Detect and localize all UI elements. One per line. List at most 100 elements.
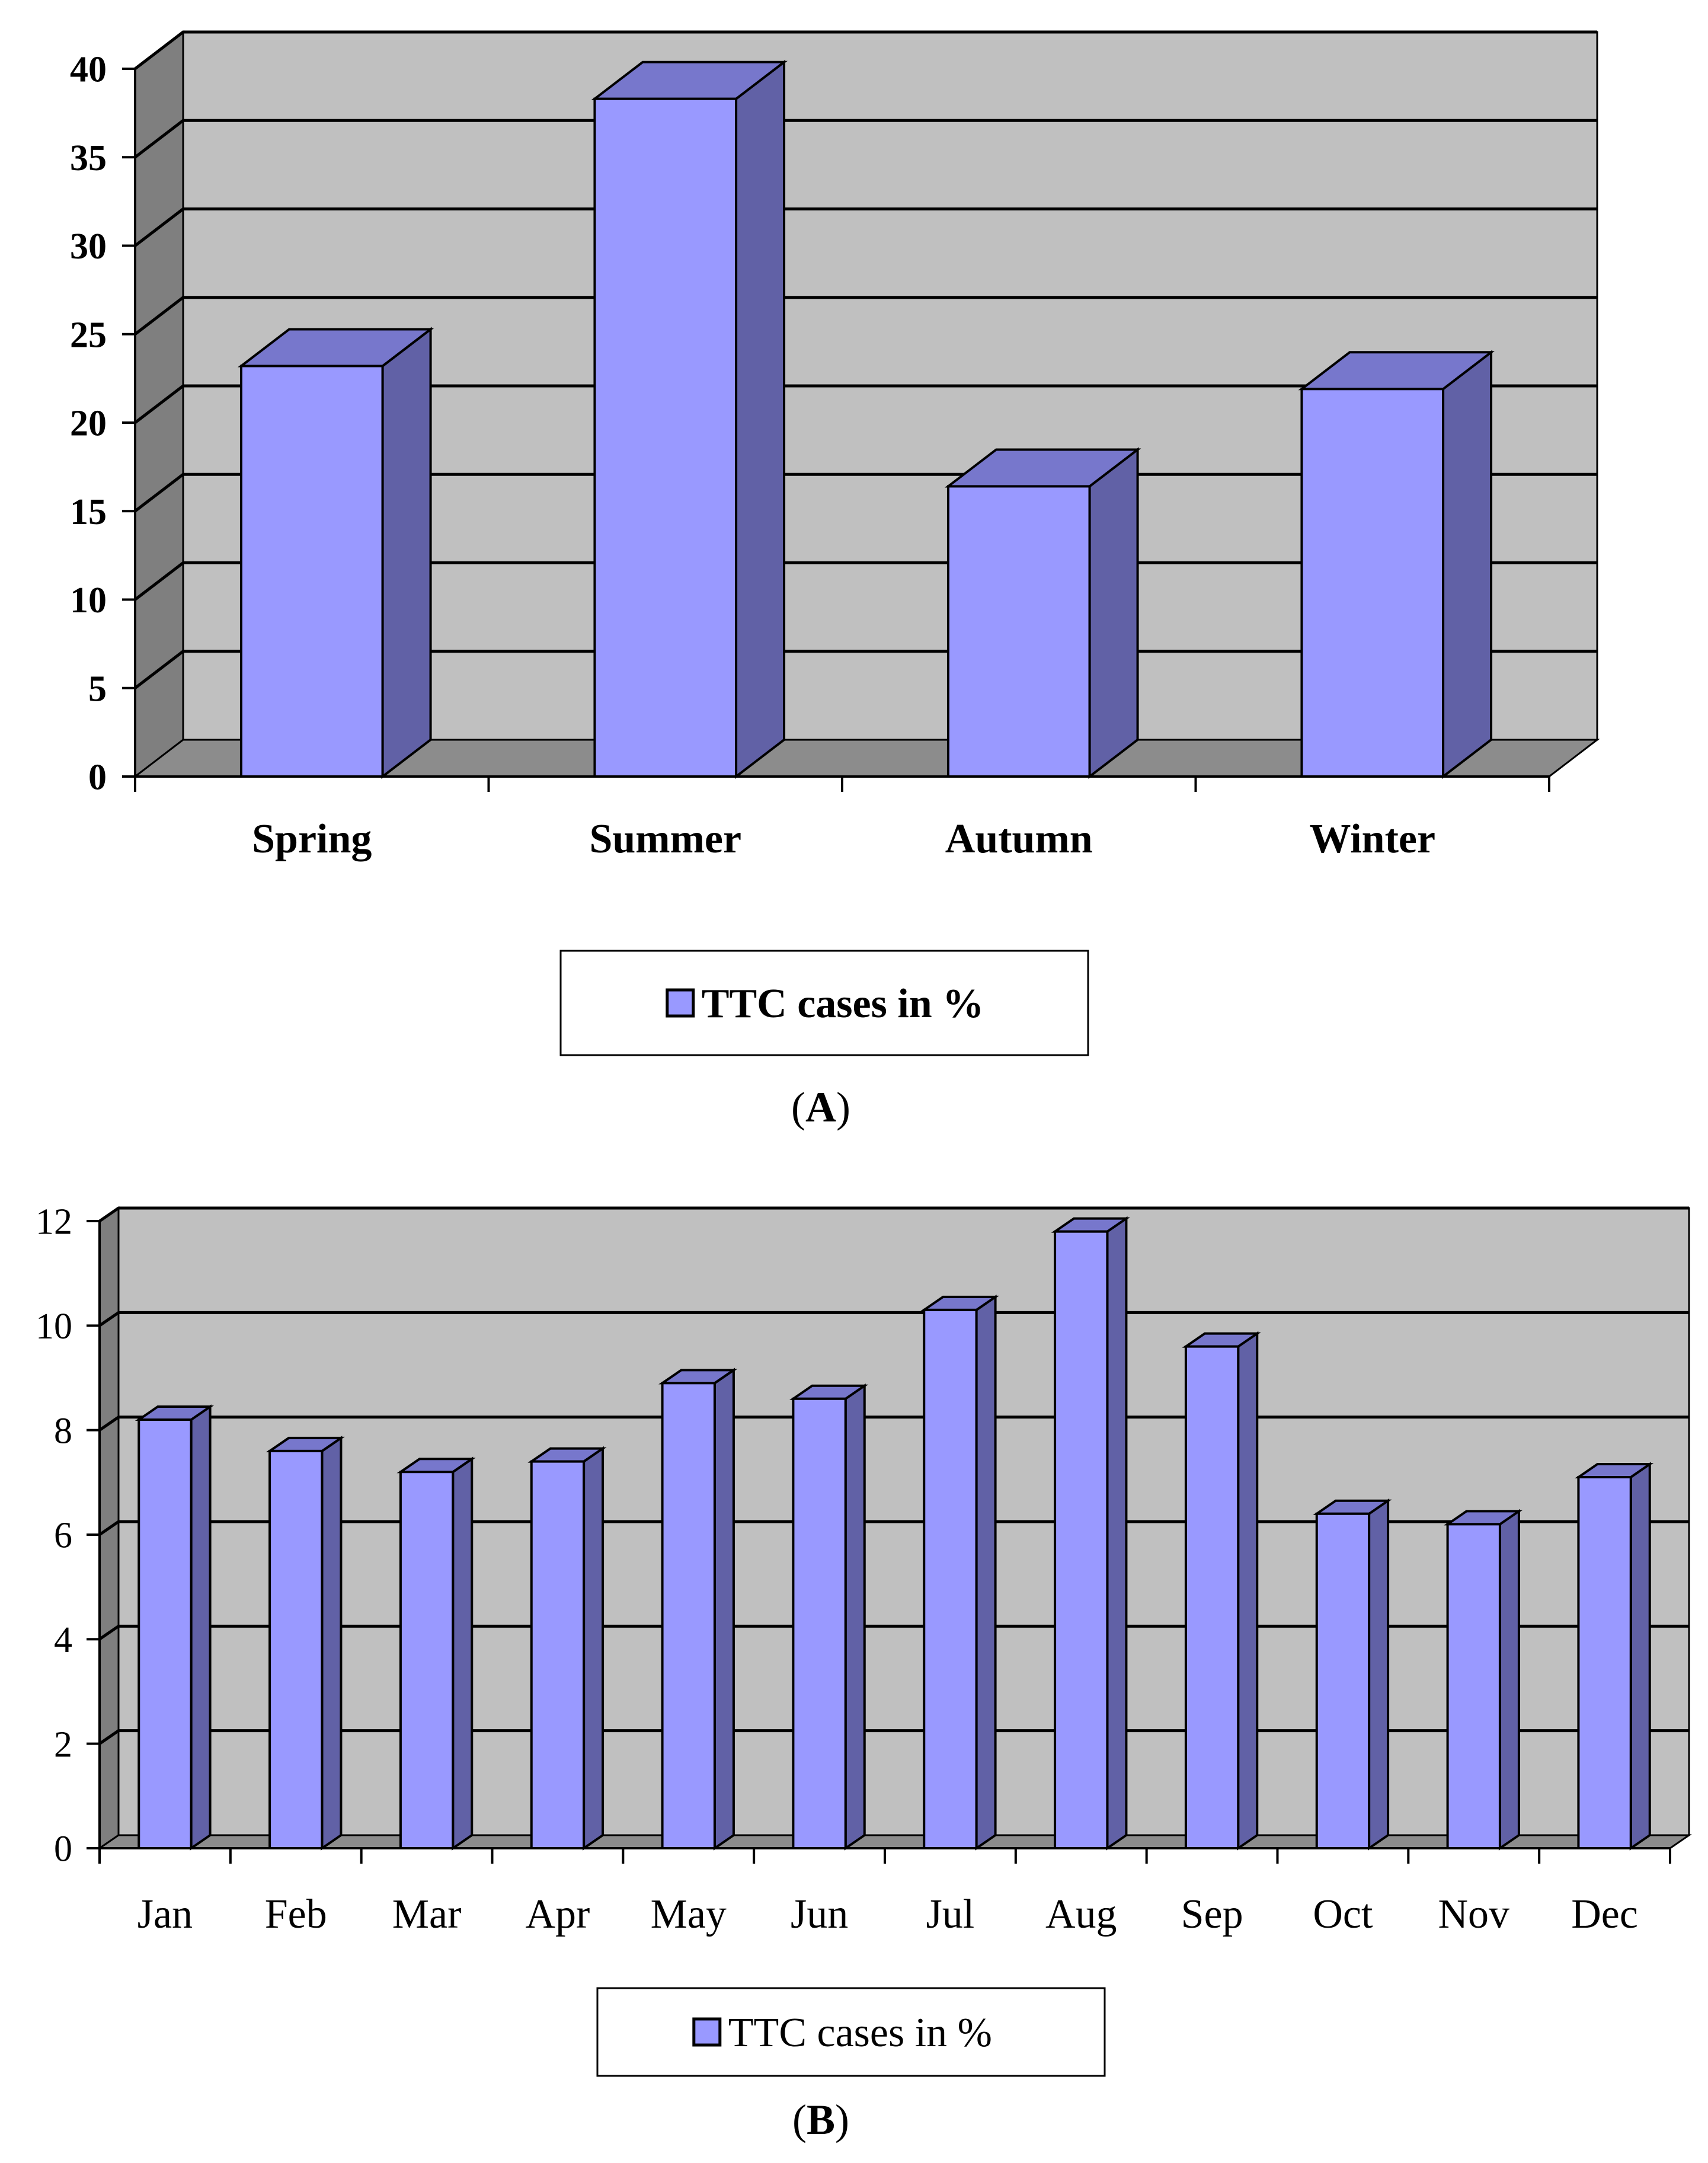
bar-side (844, 1383, 866, 1851)
bar-front (792, 1397, 847, 1849)
bar-side (381, 327, 432, 779)
x-tick-label: Sep (1181, 1892, 1243, 1937)
x-tick-label: Winter (1309, 816, 1435, 862)
bar-front (1054, 1230, 1109, 1849)
bar-side (1088, 447, 1139, 779)
bar-front (268, 1449, 324, 1849)
y-tick-label: 10 (70, 580, 107, 621)
bar-may (658, 1368, 738, 1851)
bar-side (1498, 1509, 1520, 1851)
y-tick-label: 10 (36, 1306, 72, 1347)
gridline (98, 1520, 1689, 1536)
gridline (134, 30, 1597, 70)
x-tick-label: May (651, 1892, 727, 1937)
y-tick-label: 2 (54, 1724, 72, 1765)
gridline (134, 384, 1597, 424)
gridline (98, 1416, 1689, 1432)
gridline (134, 207, 1597, 247)
y-tick-label: 30 (70, 226, 107, 267)
bar-front (239, 365, 384, 778)
bar-front (661, 1382, 716, 1849)
x-tick-label: Mar (392, 1892, 462, 1937)
bar-front (923, 1308, 978, 1849)
gridline (98, 1624, 1689, 1641)
y-tick-label: 12 (36, 1202, 72, 1242)
legend-box (596, 1987, 1106, 2077)
x-tick-label: Feb (265, 1892, 327, 1937)
bar-front (1315, 1512, 1371, 1850)
x-tick-label: Jul (926, 1892, 975, 1937)
y-tick-label: 8 (54, 1411, 72, 1451)
legend-label: TTC cases in % (702, 981, 984, 1027)
y-tick-label: 0 (88, 758, 107, 798)
bar-front (399, 1471, 455, 1849)
bar-side (735, 59, 786, 779)
legend-swatch (692, 2017, 722, 2047)
bar-front (1300, 388, 1445, 778)
y-tick-label: 20 (70, 404, 107, 444)
bar-aug (1051, 1216, 1130, 1851)
x-tick-label: Jun (791, 1892, 848, 1937)
bar-front (593, 97, 738, 778)
gridline (98, 1206, 1689, 1223)
bar-side (1237, 1331, 1259, 1851)
bar-front (1446, 1523, 1501, 1850)
bar-side (583, 1446, 604, 1851)
bar-sep (1182, 1331, 1261, 1851)
bar-front (530, 1460, 586, 1849)
bar-jan (135, 1404, 215, 1851)
gridline (98, 1729, 1689, 1745)
x-tick-label: Nov (1438, 1892, 1509, 1937)
bar-mar (396, 1456, 476, 1851)
x-tick-label: Jan (137, 1892, 193, 1937)
legend-label: TTC cases in % (728, 2010, 992, 2056)
gridline (134, 296, 1597, 336)
gridline (134, 119, 1597, 159)
bar-jul (920, 1295, 1000, 1851)
x-tick-label: Dec (1571, 1892, 1638, 1937)
legend: TTC cases in % (559, 950, 1089, 1056)
y-tick-label: 15 (70, 492, 107, 532)
bar-spring (238, 327, 434, 779)
bar-nov (1444, 1509, 1523, 1851)
chart-panel-b: 0 2 4 6 8 10 12 Jan Feb Mar Apr May Jun Jul Aug Sep Oct N… (36, 1202, 1692, 2143)
bar-side (452, 1456, 474, 1851)
bar-side (1368, 1498, 1390, 1851)
x-tick-label: Spring (252, 816, 372, 862)
y-tick-label: 25 (70, 315, 107, 355)
panel-label: (A) (791, 1084, 850, 1131)
bar-apr (527, 1446, 607, 1851)
y-tick-label: 6 (54, 1516, 72, 1556)
bar-oct (1313, 1498, 1392, 1851)
y-tick-label: 0 (54, 1829, 72, 1870)
bar-side (1106, 1216, 1128, 1851)
bar-side (321, 1436, 343, 1851)
bar-side (1629, 1462, 1651, 1851)
bar-side (1442, 350, 1493, 779)
x-tick-label: Summer (589, 816, 741, 862)
bar-front (1577, 1476, 1632, 1849)
bar-front (946, 485, 1091, 778)
y-tick-label: 4 (54, 1620, 72, 1660)
x-tick-label: Aug (1045, 1892, 1117, 1937)
gridline (98, 1311, 1689, 1327)
legend: TTC cases in % (596, 1987, 1106, 2077)
legend-box (559, 950, 1089, 1056)
panel-label: (B) (792, 2096, 849, 2143)
bar-jun (789, 1383, 869, 1851)
chart-panel-a: 0 5 10 15 20 25 30 35 40 Spring Summer Autumn Winter… (70, 30, 1600, 1131)
x-tick-label: Apr (525, 1892, 590, 1937)
bar-side (975, 1295, 997, 1851)
y-tick-label: 40 (70, 50, 107, 90)
bar-side (713, 1368, 735, 1851)
legend-swatch (666, 988, 695, 1018)
bar-winter (1298, 350, 1495, 779)
x-tick-label: Oct (1313, 1892, 1373, 1937)
bar-summer (591, 59, 788, 779)
bar-front (1184, 1345, 1240, 1850)
bar-front (137, 1418, 193, 1850)
y-tick-label: 5 (88, 669, 107, 709)
x-tick-label: Autumn (945, 816, 1093, 862)
